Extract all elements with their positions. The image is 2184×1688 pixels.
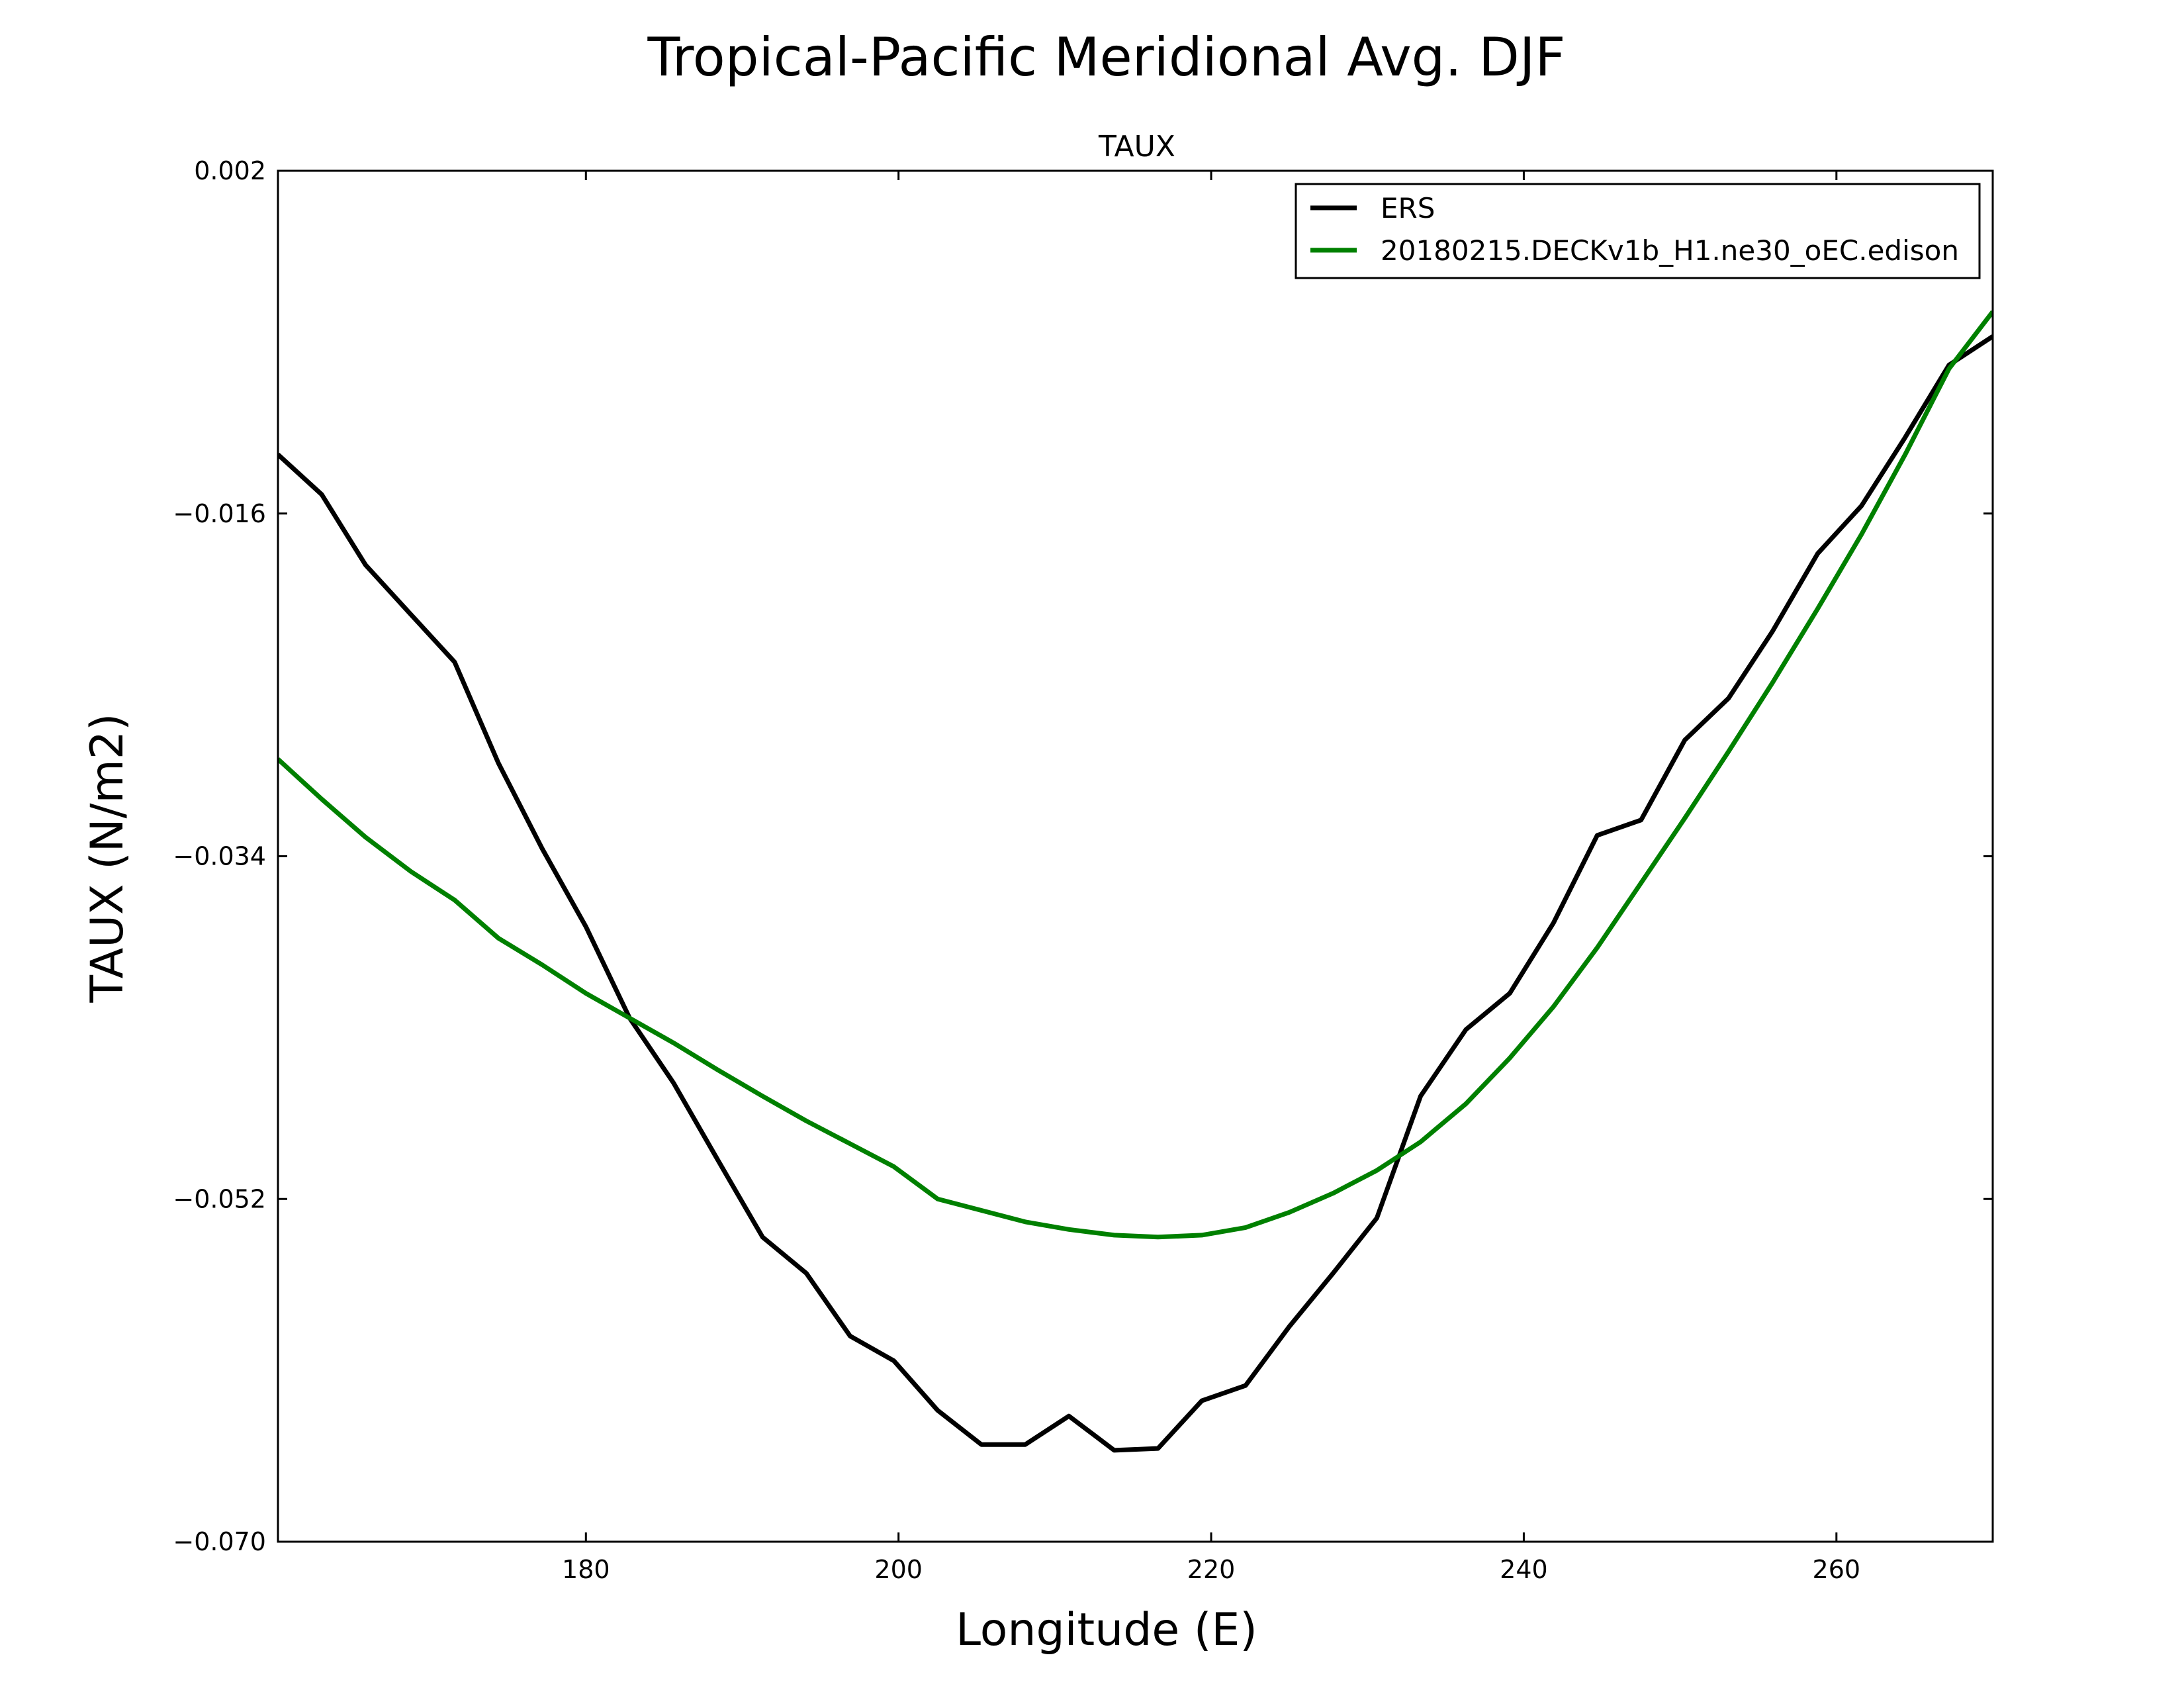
x-axis-label: Longitude (E) [956, 1604, 1257, 1656]
legend-box [1295, 183, 1981, 279]
plot-frame [277, 169, 1994, 1543]
y-tick-label: −0.070 [173, 1527, 266, 1556]
legend-entries: ERS 20180215.DECKv1b_H1.ne30_oEC.edison [1310, 192, 1959, 267]
y-tick-label: −0.034 [173, 842, 266, 871]
plot-area: 180 200 220 240 260 0.002 −0.016 −0.034 −0.052 −… [173, 156, 1994, 1584]
y-axis-label: TAUX (N/m2) [81, 713, 134, 1003]
y-tick-label: 0.002 [194, 156, 266, 185]
y-tick-label: −0.052 [173, 1184, 266, 1213]
series-line-model [278, 310, 1993, 1240]
chart-title: Tropical-Pacific Meridional Avg. DJF [647, 26, 1566, 88]
legend: ERS 20180215.DECKv1b_H1.ne30_oEC.edison [1295, 183, 1981, 279]
y-axis-ticks: 0.002 −0.016 −0.034 −0.052 −0.070 [173, 156, 1993, 1556]
legend-label: 20180215.DECKv1b_H1.ne30_oEC.edison [1381, 234, 1959, 267]
x-tick-label: 220 [1187, 1555, 1236, 1584]
x-tick-label: 240 [1500, 1555, 1548, 1584]
x-axis-ticks: 180 200 220 240 260 [562, 171, 1860, 1584]
series-line-ers [278, 334, 1993, 1453]
legend-label: ERS [1381, 192, 1435, 224]
x-tick-label: 180 [562, 1555, 610, 1584]
chart-subtitle: TAUX [1098, 130, 1175, 164]
series-layer [278, 310, 1993, 1453]
x-tick-label: 200 [874, 1555, 923, 1584]
x-tick-label: 260 [1813, 1555, 1861, 1584]
y-tick-label: −0.016 [173, 499, 266, 528]
